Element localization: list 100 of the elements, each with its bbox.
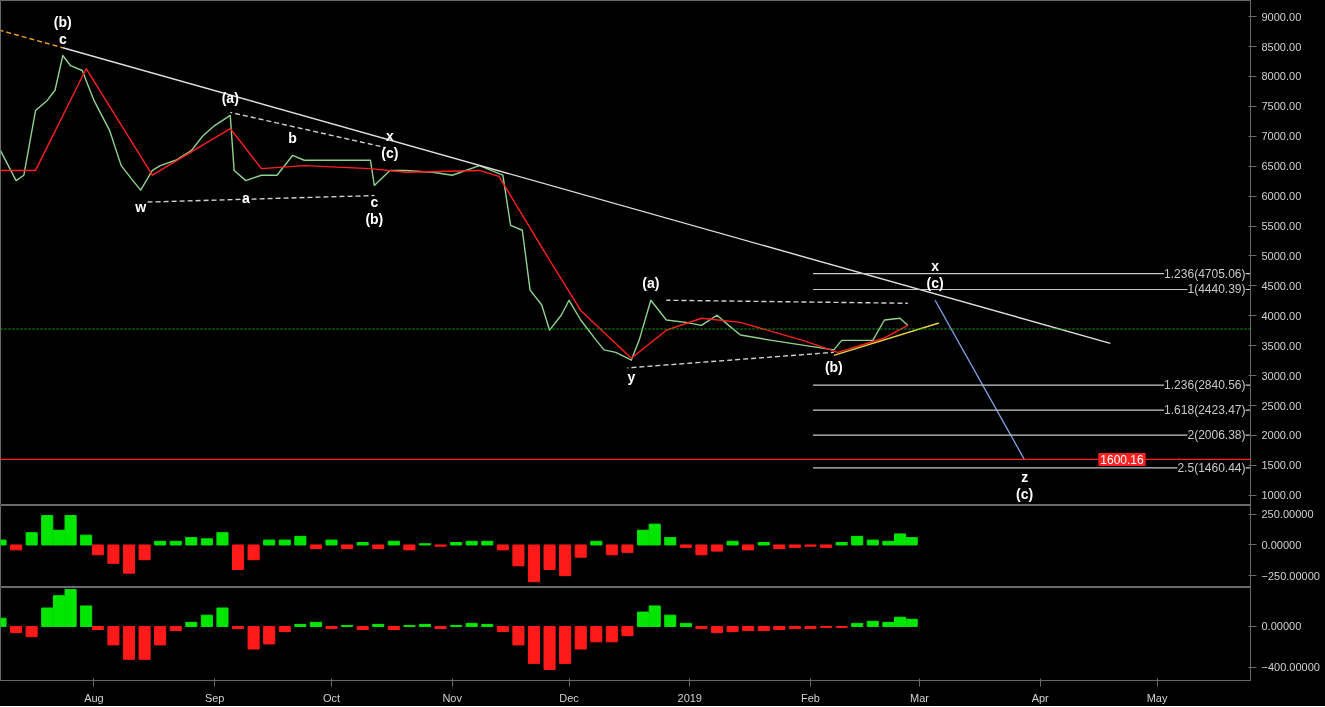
bar — [574, 625, 587, 650]
bar — [605, 544, 618, 556]
bar — [543, 544, 556, 570]
y-tick-label: 3000.00 — [1261, 369, 1302, 382]
bar — [10, 544, 23, 551]
annotation: a — [241, 189, 250, 206]
x-tick-label: Aug — [84, 691, 104, 704]
bar — [403, 544, 416, 551]
bar — [247, 544, 260, 561]
bar — [200, 614, 213, 627]
y-tick-label: 0.00000 — [1261, 620, 1302, 633]
bar — [710, 625, 724, 634]
x-tick-label: May — [1146, 691, 1168, 704]
bar — [309, 621, 322, 627]
bar — [742, 544, 755, 551]
bar — [788, 544, 801, 548]
y-tick-label: 6000.00 — [1261, 190, 1302, 203]
x-tick-label: Apr — [1031, 691, 1050, 704]
y-tick-label: 0.00000 — [1261, 538, 1302, 551]
bar — [278, 625, 291, 633]
bar — [138, 544, 151, 561]
bar — [621, 625, 634, 637]
bar — [231, 544, 245, 570]
bar — [216, 532, 229, 546]
bar — [590, 625, 603, 643]
x-tick-label: Sep — [204, 691, 225, 704]
x-tick-label: Dec — [559, 691, 580, 704]
bar — [527, 544, 541, 583]
bar — [559, 625, 572, 664]
bar — [773, 544, 786, 550]
ref-line-label: 1.618(2423.47) — [1164, 403, 1246, 418]
annotation: x — [931, 258, 940, 275]
y-tick-label: 250.00000 — [1261, 508, 1314, 521]
bar — [263, 539, 276, 546]
ref-line-label: 2(2006.38) — [1187, 428, 1246, 443]
annotation: (c) — [1016, 486, 1034, 503]
ref-line-label: 2.5(1460.44) — [1177, 460, 1246, 475]
bar — [835, 542, 848, 546]
bar — [216, 607, 229, 627]
y-tick-label: 7500.00 — [1261, 100, 1302, 113]
bar — [679, 544, 692, 548]
bar — [450, 542, 463, 546]
y-tick-label: 8000.00 — [1261, 70, 1302, 83]
bar — [356, 542, 369, 546]
bar — [356, 625, 369, 631]
bar — [851, 535, 864, 546]
bar — [465, 540, 478, 546]
annotation: (b) — [53, 13, 72, 30]
bar — [154, 540, 167, 546]
bar — [496, 625, 509, 633]
y-tick-label: 3500.00 — [1261, 339, 1302, 352]
bar — [465, 622, 478, 627]
annotation: c — [370, 194, 379, 211]
bar — [169, 540, 182, 546]
ref-line-label: 1.236(2840.56) — [1164, 378, 1246, 393]
annotation: (c) — [381, 145, 399, 162]
bar — [10, 625, 23, 634]
y-tick-label: 2000.00 — [1261, 429, 1302, 442]
bar — [185, 621, 198, 627]
bar — [726, 540, 739, 546]
bar — [247, 625, 260, 650]
bar — [664, 537, 677, 546]
bar — [559, 544, 572, 577]
bar — [80, 605, 93, 627]
bar — [122, 544, 136, 574]
bar — [512, 544, 525, 567]
annotation: (c) — [926, 275, 944, 292]
ref-line-label: 1.236(4705.06) — [1164, 266, 1246, 281]
bar — [418, 623, 431, 627]
bar — [742, 625, 755, 632]
bar — [309, 544, 322, 550]
bar — [527, 625, 541, 664]
bar — [25, 532, 38, 546]
bar — [372, 623, 385, 627]
bar — [866, 539, 879, 546]
bar — [294, 623, 307, 627]
bar — [621, 544, 634, 553]
bar — [866, 620, 879, 627]
bar — [387, 625, 400, 631]
x-tick-label: Mar — [910, 691, 930, 704]
bar — [695, 544, 708, 556]
bar — [695, 625, 708, 630]
bar — [185, 537, 198, 546]
bar — [138, 625, 151, 660]
y-tick-label: 2500.00 — [1261, 399, 1302, 412]
y-tick-label: 8500.00 — [1261, 40, 1302, 53]
bar — [757, 542, 770, 546]
bar — [512, 625, 525, 646]
bar — [434, 625, 447, 630]
bar — [294, 535, 307, 546]
bar — [278, 539, 291, 546]
bar — [341, 544, 354, 550]
x-tick-label: Feb — [800, 691, 820, 704]
annotation: (a) — [642, 275, 660, 292]
bar — [851, 622, 864, 627]
bar — [757, 625, 770, 632]
bar — [710, 544, 724, 552]
bar — [169, 625, 182, 632]
bar — [574, 544, 587, 558]
bar — [788, 625, 801, 630]
